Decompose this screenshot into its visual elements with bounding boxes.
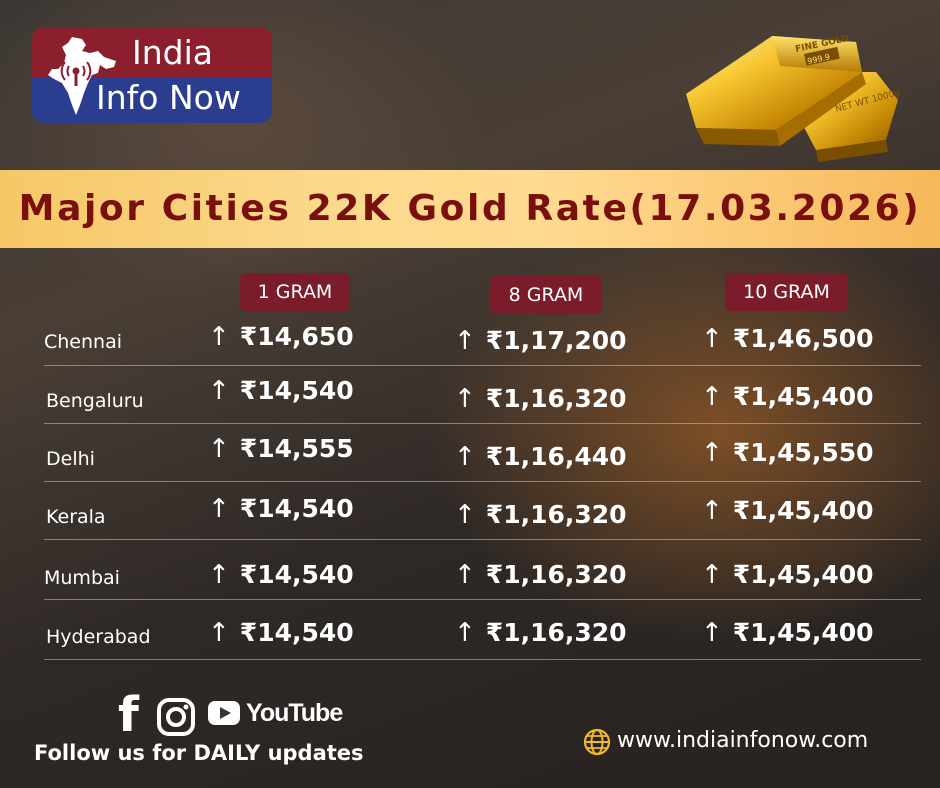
- row-divider: [44, 599, 921, 600]
- logo-text-india: India: [132, 33, 213, 72]
- follow-text: Follow us for DAILY updates: [34, 741, 364, 765]
- up-arrow-icon: ↑: [454, 500, 476, 530]
- facebook-icon[interactable]: f: [118, 687, 139, 743]
- up-arrow-icon: ↑: [701, 618, 723, 648]
- logo-text-info-now: Info Now: [96, 78, 241, 117]
- price-8-gram: ↑ ₹1,16,320: [454, 560, 627, 590]
- table-row: Bengaluru ↑ ₹14,540 ↑ ₹1,16,320 ↑ ₹1,45,400: [44, 366, 921, 424]
- price-8-gram: ↑ ₹1,17,200: [454, 326, 627, 356]
- table-row: Chennai ↑ ₹14,650 ↑ ₹1,17,200 ↑ ₹1,46,500: [44, 308, 921, 366]
- website-url[interactable]: www.indiainfonow.com: [617, 728, 869, 753]
- column-header-1-gram: 1 GRAM: [240, 273, 350, 311]
- price-8-gram: ↑ ₹1,16,440: [454, 442, 627, 472]
- up-arrow-icon: ↑: [701, 560, 723, 590]
- city-name: Bengaluru: [46, 390, 144, 412]
- up-arrow-icon: ↑: [208, 434, 230, 464]
- price-10-gram: ↑ ₹1,45,400: [701, 382, 874, 412]
- up-arrow-icon: ↑: [701, 496, 723, 526]
- city-name: Delhi: [46, 448, 95, 470]
- gold-bars-image: NET WT 1000g FINE GOLD 999.9: [686, 34, 901, 162]
- up-arrow-icon: ↑: [454, 618, 476, 648]
- table-row: Mumbai ↑ ₹14,540 ↑ ₹1,16,320 ↑ ₹1,45,400: [44, 542, 921, 600]
- up-arrow-icon: ↑: [208, 376, 230, 406]
- city-name: Mumbai: [44, 567, 120, 589]
- youtube-label[interactable]: YouTube: [246, 699, 343, 727]
- row-divider: [44, 423, 921, 424]
- up-arrow-icon: ↑: [208, 494, 230, 524]
- column-header-10-gram: 10 GRAM: [725, 273, 848, 311]
- up-arrow-icon: ↑: [454, 326, 476, 356]
- price-1-gram: ↑ ₹14,540: [208, 618, 354, 648]
- price-8-gram: ↑ ₹1,16,320: [454, 384, 627, 414]
- table-row: Kerala ↑ ₹14,540 ↑ ₹1,16,320 ↑ ₹1,45,400: [44, 482, 921, 540]
- up-arrow-icon: ↑: [208, 560, 230, 590]
- price-8-gram: ↑ ₹1,16,320: [454, 500, 627, 530]
- price-10-gram: ↑ ₹1,45,400: [701, 496, 874, 526]
- up-arrow-icon: ↑: [701, 438, 723, 468]
- city-name: Kerala: [46, 506, 106, 528]
- row-divider: [44, 539, 921, 540]
- price-1-gram: ↑ ₹14,540: [208, 560, 354, 590]
- price-1-gram: ↑ ₹14,540: [208, 494, 354, 524]
- price-10-gram: ↑ ₹1,45,400: [701, 618, 874, 648]
- city-name: Chennai: [44, 331, 123, 353]
- up-arrow-icon: ↑: [454, 384, 476, 414]
- row-divider: [44, 365, 921, 366]
- brand-logo: India Info Now: [32, 27, 272, 123]
- price-10-gram: ↑ ₹1,46,500: [701, 324, 874, 354]
- table-row: Delhi ↑ ₹14,555 ↑ ₹1,16,440 ↑ ₹1,45,550: [44, 424, 921, 482]
- price-1-gram: ↑ ₹14,555: [208, 434, 354, 464]
- india-map-icon: [48, 37, 116, 115]
- price-10-gram: ↑ ₹1,45,550: [701, 438, 874, 468]
- price-1-gram: ↑ ₹14,540: [208, 376, 354, 406]
- price-8-gram: ↑ ₹1,16,320: [454, 618, 627, 648]
- youtube-icon[interactable]: [208, 701, 240, 725]
- city-name: Hyderabad: [46, 626, 151, 648]
- up-arrow-icon: ↑: [208, 322, 230, 352]
- row-divider: [44, 481, 921, 482]
- up-arrow-icon: ↑: [208, 618, 230, 648]
- up-arrow-icon: ↑: [454, 442, 476, 472]
- globe-icon: [583, 728, 611, 756]
- title-banner: Major Cities 22K Gold Rate(17.03.2026): [0, 170, 940, 248]
- table-row: Hyderabad ↑ ₹14,540 ↑ ₹1,16,320 ↑ ₹1,45,400: [44, 602, 921, 660]
- instagram-icon[interactable]: [156, 697, 196, 737]
- column-header-8-gram: 8 GRAM: [490, 276, 602, 314]
- price-1-gram: ↑ ₹14,650: [208, 322, 354, 352]
- page-title: Major Cities 22K Gold Rate(17.03.2026): [18, 188, 922, 229]
- row-divider: [44, 659, 921, 660]
- up-arrow-icon: ↑: [454, 560, 476, 590]
- price-10-gram: ↑ ₹1,45,400: [701, 560, 874, 590]
- up-arrow-icon: ↑: [701, 382, 723, 412]
- up-arrow-icon: ↑: [701, 324, 723, 354]
